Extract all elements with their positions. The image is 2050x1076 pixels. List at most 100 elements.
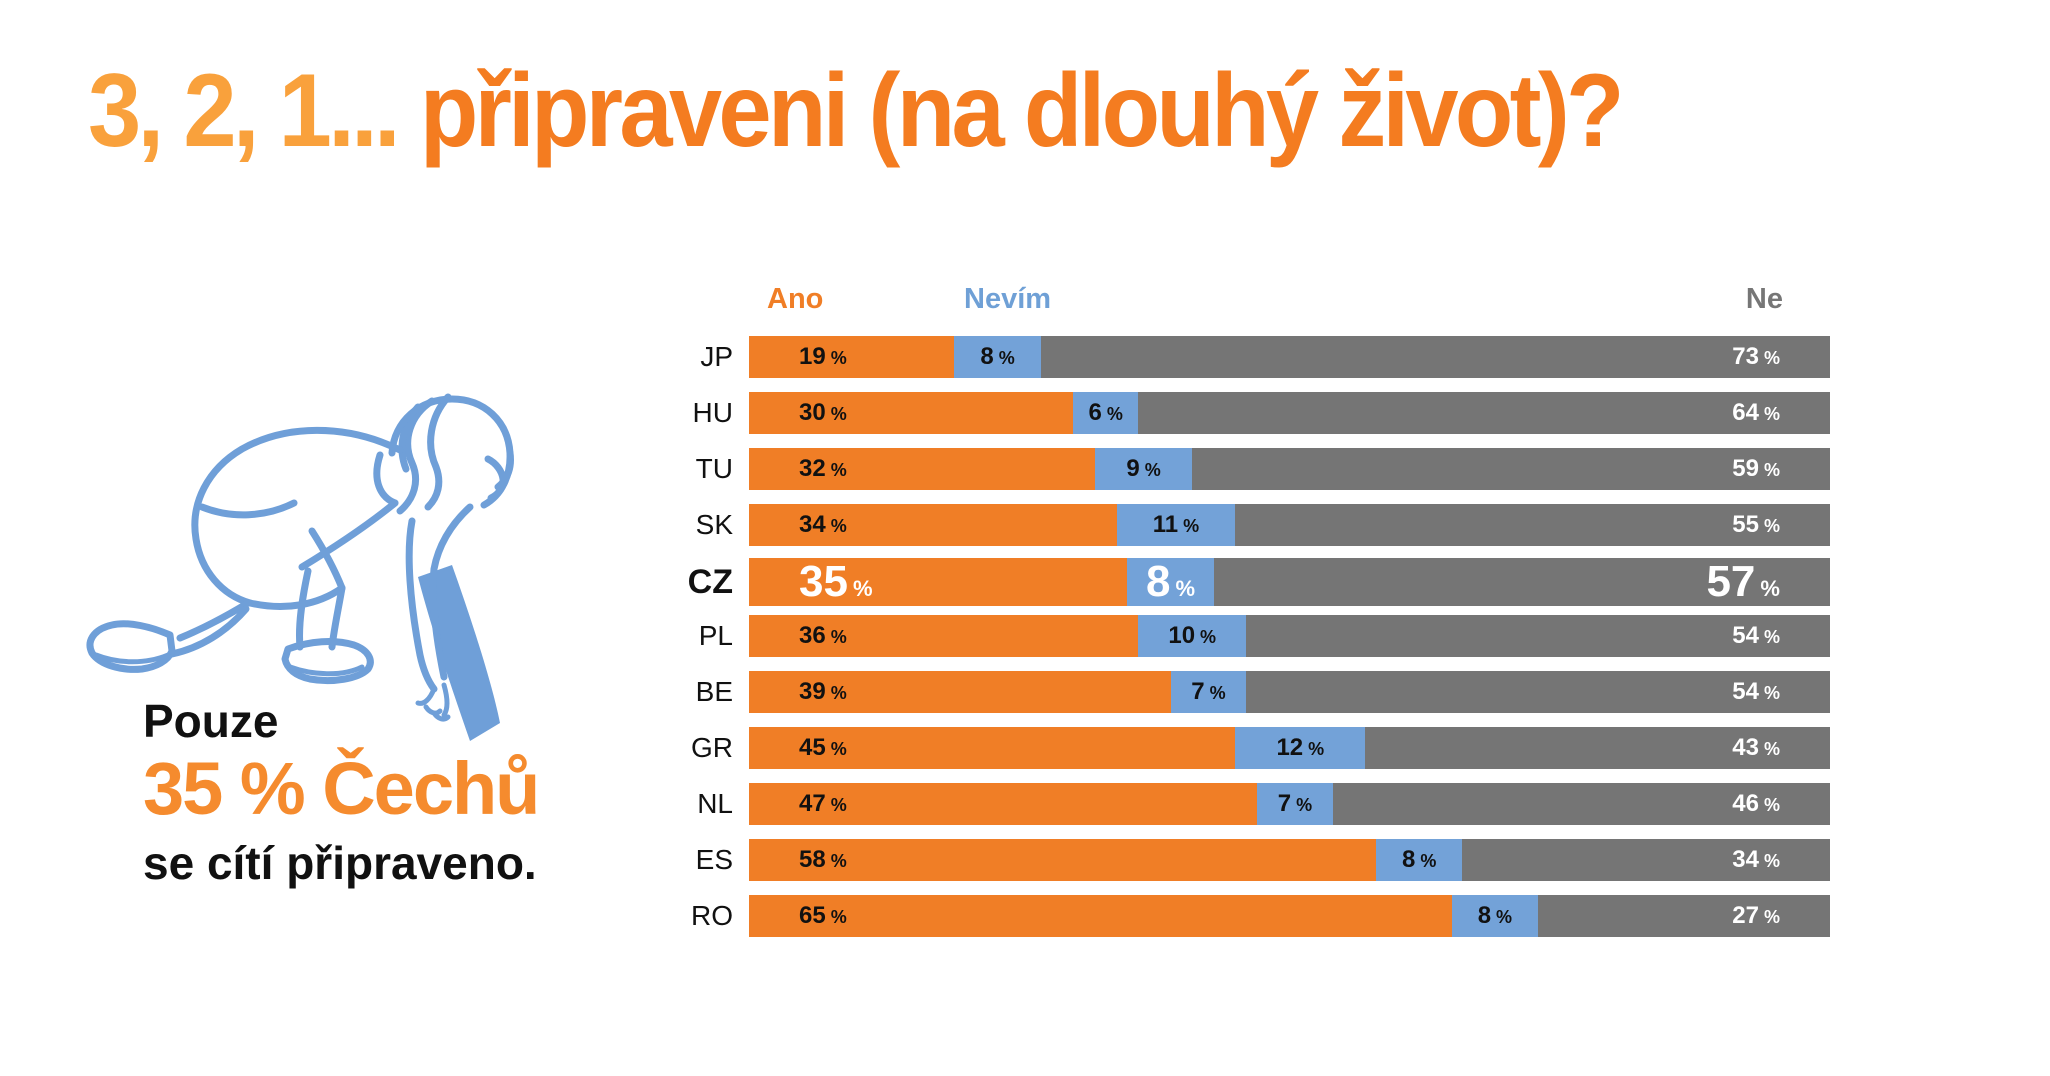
percent-sign: % — [830, 460, 847, 480]
value-number: 12 — [1276, 734, 1304, 761]
nevim-value: 10% — [1168, 622, 1216, 650]
value-number: 9 — [1126, 455, 1140, 482]
value-number: 58 — [799, 846, 826, 873]
legend-ne: Ne — [1745, 283, 1783, 315]
chart-rows: JP 19% 8% 73% HU 30% 6% 64% TU 32% 9% 59% SK 34% 11% 55… — [600, 336, 1830, 937]
value-number: 54 — [1732, 678, 1759, 705]
runner-front-sole — [287, 664, 365, 677]
ne-segment: 57% — [1213, 558, 1830, 606]
percent-sign: % — [1763, 460, 1780, 480]
ne-value: 27% — [1732, 902, 1780, 930]
nevim-segment: 8% — [1127, 558, 1214, 606]
percent-sign: % — [830, 851, 847, 871]
ne-value: 73% — [1732, 343, 1780, 371]
runner-rear-sole — [93, 652, 171, 665]
stacked-bar: 58% 8% 34% — [749, 839, 1830, 881]
percent-sign: % — [830, 348, 847, 368]
percent-sign: % — [1296, 795, 1313, 815]
percent-sign: % — [1420, 851, 1437, 871]
ne-value: 46% — [1732, 790, 1780, 818]
value-number: 8 — [1477, 902, 1492, 929]
stacked-bar: 36% 10% 54% — [749, 615, 1830, 657]
value-number: 6 — [1088, 399, 1102, 426]
ano-value: 34% — [799, 511, 847, 539]
nevim-segment: 9% — [1094, 448, 1193, 490]
ano-value: 35% — [799, 558, 873, 606]
ne-value: 64% — [1732, 399, 1780, 427]
value-number: 43 — [1732, 734, 1759, 761]
percent-sign: % — [1763, 683, 1780, 703]
nevim-value: 9% — [1126, 455, 1160, 483]
ne-segment: 46% — [1332, 783, 1830, 825]
percent-sign: % — [1106, 404, 1123, 424]
ano-segment: 34% — [749, 504, 1117, 546]
percent-sign: % — [1144, 460, 1161, 480]
ne-segment: 64% — [1138, 392, 1830, 434]
percent-sign: % — [830, 907, 847, 927]
value-number: 10 — [1168, 622, 1196, 649]
nevim-segment: 8% — [1375, 839, 1463, 881]
chart-legend: Ano Nevím Ne — [600, 283, 1830, 336]
nevim-segment: 8% — [954, 336, 1041, 378]
runner-front-shin — [296, 567, 312, 651]
country-label: NL — [697, 788, 733, 819]
percent-sign: % — [1763, 795, 1780, 815]
value-number: 30 — [799, 399, 826, 426]
ano-value: 45% — [799, 734, 847, 762]
runner-arm-inner — [405, 517, 438, 693]
ano-segment: 30% — [749, 392, 1074, 434]
stacked-bar: 35% 8% 57% — [749, 558, 1830, 606]
chart-row-tu: TU 32% 9% 59% — [600, 448, 1830, 490]
runner-waistband — [198, 499, 298, 519]
ano-value: 58% — [799, 846, 847, 874]
percent-sign: % — [1760, 576, 1780, 601]
nevim-value: 12% — [1276, 734, 1324, 762]
country-label: GR — [691, 732, 733, 763]
runner-nose — [484, 455, 507, 502]
ponytail-line — [396, 397, 436, 515]
ne-segment: 34% — [1462, 839, 1830, 881]
runner-tank-strap — [373, 451, 399, 507]
page-title: 3, 2, 1... připraveni (na dlouhý život)? — [88, 52, 1624, 171]
chart-row-nl: NL 47% 7% 46% — [600, 783, 1830, 825]
nevim-segment: 6% — [1073, 392, 1139, 434]
ne-value: 54% — [1732, 678, 1780, 706]
nevim-value: 7% — [1278, 790, 1312, 818]
percent-sign: % — [852, 576, 873, 601]
stacked-bar: 34% 11% 55% — [749, 504, 1830, 546]
value-number: 55 — [1732, 511, 1759, 538]
runner-far-arm — [418, 565, 500, 741]
stacked-bar: 65% 8% 27% — [749, 895, 1830, 937]
value-number: 27 — [1732, 902, 1759, 929]
ano-segment: 47% — [749, 783, 1258, 825]
percent-sign: % — [1308, 739, 1325, 759]
title-countdown: 3, 2, 1... — [88, 53, 401, 169]
value-number: 34 — [1732, 846, 1759, 873]
ne-segment: 54% — [1246, 671, 1830, 713]
percent-sign: % — [1209, 683, 1226, 703]
value-number: 65 — [799, 902, 826, 929]
stacked-bar: 32% 9% 59% — [749, 448, 1830, 490]
legend-ano: Ano — [767, 283, 824, 315]
value-number: 32 — [799, 455, 826, 482]
ano-segment: 32% — [749, 448, 1095, 490]
value-number: 7 — [1277, 790, 1292, 817]
chart-row-cz: CZ 35% 8% 57% — [600, 558, 1830, 606]
runner-rear-shin — [168, 605, 250, 658]
nevim-segment: 8% — [1451, 895, 1539, 937]
runner-arm-outer — [429, 503, 474, 681]
ne-segment: 55% — [1235, 504, 1830, 546]
ano-segment: 35% — [749, 558, 1128, 606]
percent-sign: % — [830, 516, 847, 536]
percent-sign: % — [1763, 739, 1780, 759]
value-number: 8 — [1402, 846, 1416, 873]
percent-sign: % — [830, 683, 847, 703]
ne-segment: 27% — [1538, 895, 1830, 937]
ne-segment: 73% — [1040, 336, 1830, 378]
value-number: 36 — [799, 622, 826, 649]
ne-value: 43% — [1732, 734, 1780, 762]
runner-shorts-hem — [246, 584, 346, 610]
nevim-value: 6% — [1089, 399, 1123, 427]
ne-value: 55% — [1732, 511, 1780, 539]
runner-rear-shoe — [86, 620, 176, 673]
